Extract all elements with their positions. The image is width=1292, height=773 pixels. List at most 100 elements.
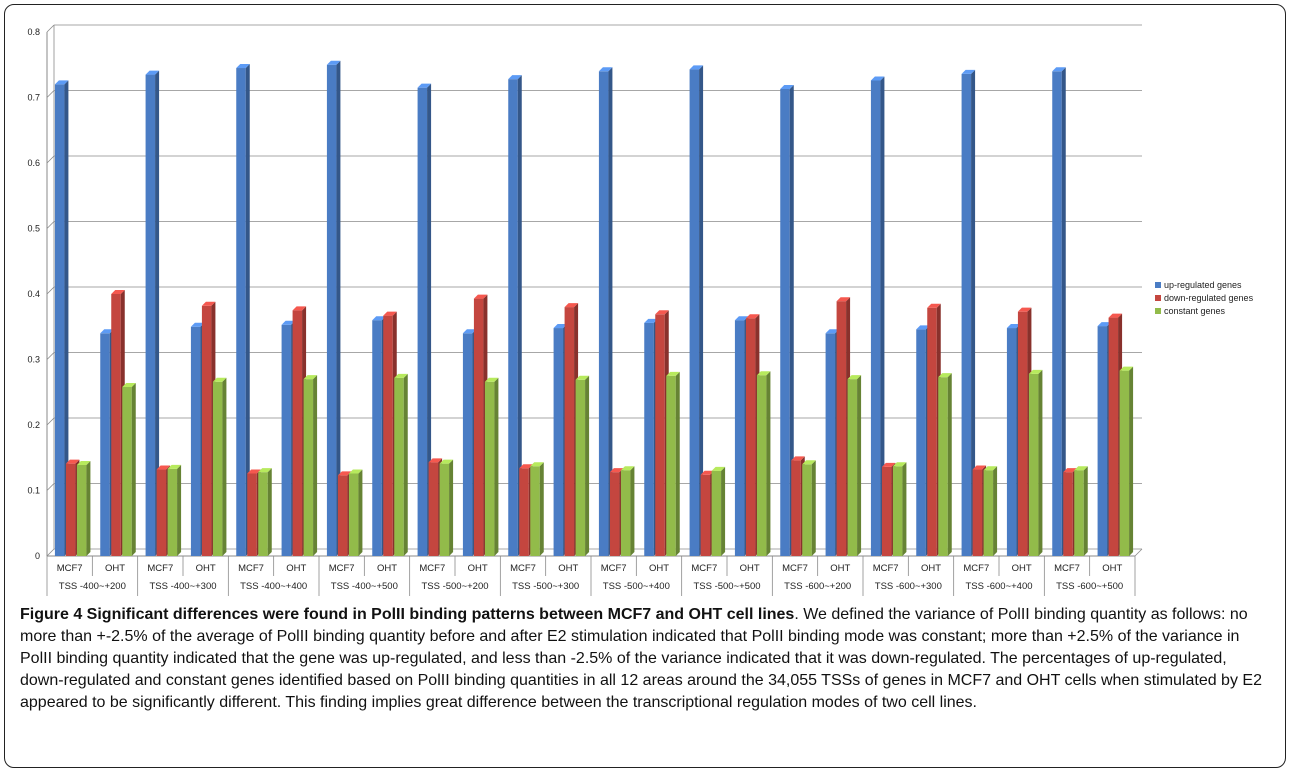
x-category-label: MCF7 (691, 563, 717, 574)
bar-side (222, 377, 227, 556)
bar-top (689, 65, 704, 70)
bar (892, 466, 903, 556)
x-category-label: MCF7 (782, 563, 808, 574)
bar-top (508, 75, 522, 80)
bar (575, 379, 586, 556)
bar-top (348, 469, 363, 474)
bar-top (927, 303, 941, 308)
bar-top (745, 314, 760, 319)
bar (938, 377, 948, 556)
bar-top (892, 462, 907, 467)
bar-top (326, 60, 341, 65)
bar-top (76, 460, 91, 465)
bar-side (608, 67, 613, 557)
x-category-label: OHT (196, 563, 216, 574)
legend-label: constant genes (1164, 306, 1226, 316)
x-group-label: TSS -500~+400 (603, 581, 670, 592)
bar-top (700, 470, 715, 475)
bar-top (1006, 324, 1021, 329)
bar-side (539, 462, 544, 556)
bar-side (1038, 369, 1043, 556)
bar-side (336, 60, 341, 556)
bar-top (439, 459, 454, 464)
bar (916, 329, 926, 556)
bar (530, 466, 540, 556)
y-tick-label: 0.5 (27, 224, 40, 234)
x-group-label: TSS -600~+400 (965, 581, 1032, 592)
bar (201, 305, 212, 556)
x-group-label: TSS -500~+200 (421, 581, 488, 592)
x-category-label: OHT (377, 563, 397, 574)
bar-top (462, 329, 477, 334)
bar-top (791, 456, 805, 461)
x-category-label: MCF7 (238, 563, 264, 574)
bar-side (630, 466, 635, 556)
y-tick-label: 0.8 (27, 27, 40, 37)
bar (689, 69, 700, 557)
bar (417, 87, 428, 557)
x-category-label: OHT (921, 563, 941, 574)
bar-top (983, 466, 998, 471)
x-category-label: OHT (105, 563, 125, 574)
bar (1108, 317, 1119, 556)
bar (100, 333, 110, 556)
bar-top (870, 76, 885, 81)
bar (825, 333, 836, 556)
bar-side (313, 375, 318, 556)
bar-side (1061, 67, 1066, 557)
y-tick-label: 0.2 (27, 420, 40, 430)
x-category-label: OHT (740, 563, 760, 574)
bar (236, 68, 246, 557)
bar (156, 469, 167, 556)
bar-top (847, 375, 862, 380)
legend-swatch (1155, 295, 1161, 301)
y-tick-label: 0.4 (27, 289, 40, 299)
x-category-label: MCF7 (601, 563, 627, 574)
bar (734, 320, 745, 556)
bar (972, 469, 983, 556)
bar (756, 375, 767, 556)
caption-title: Figure 4 Significant differences were fo… (20, 606, 795, 623)
y-tick-label: 0.3 (27, 355, 40, 365)
bar (281, 324, 292, 556)
bar (836, 301, 847, 556)
x-category-label: OHT (1012, 563, 1032, 574)
legend-label: up-regulated genes (1164, 280, 1242, 290)
bar-top (111, 290, 125, 294)
x-group-label: TSS -600~+300 (875, 581, 942, 592)
bar (258, 472, 268, 556)
legend-swatch (1155, 308, 1161, 314)
bar (428, 462, 439, 556)
bar-top (530, 462, 544, 467)
bar-top (428, 458, 443, 463)
bar (700, 474, 711, 556)
bars (54, 60, 1134, 557)
bar-top (1028, 369, 1043, 374)
legend: up-regulated genes down-regulated genes co… (1155, 280, 1254, 316)
gridline-diagonal (46, 24, 55, 33)
bar-side (971, 69, 976, 557)
bar (462, 333, 473, 556)
x-category-label: OHT (830, 563, 850, 574)
bar (553, 328, 564, 556)
x-group-label: TSS -600~+500 (1056, 581, 1123, 592)
bar-top (145, 70, 160, 75)
bar (791, 460, 801, 556)
bar-top (1017, 307, 1032, 312)
bar-side (267, 468, 272, 556)
bar (780, 88, 790, 557)
bar-top (734, 316, 749, 321)
bar (394, 377, 404, 556)
bar-top (916, 325, 930, 330)
x-category-label: OHT (558, 563, 578, 574)
bar-side (517, 75, 522, 556)
bar (564, 307, 575, 556)
bar-top (303, 375, 318, 380)
bar-top (620, 466, 635, 471)
bar-top (836, 297, 851, 302)
gridline-diagonal (46, 417, 55, 426)
x-group-label: TSS -400~+200 (59, 581, 126, 592)
bar-top (1063, 468, 1077, 473)
x-category-label: OHT (468, 563, 488, 574)
y-tick-label: 0.1 (27, 486, 40, 496)
